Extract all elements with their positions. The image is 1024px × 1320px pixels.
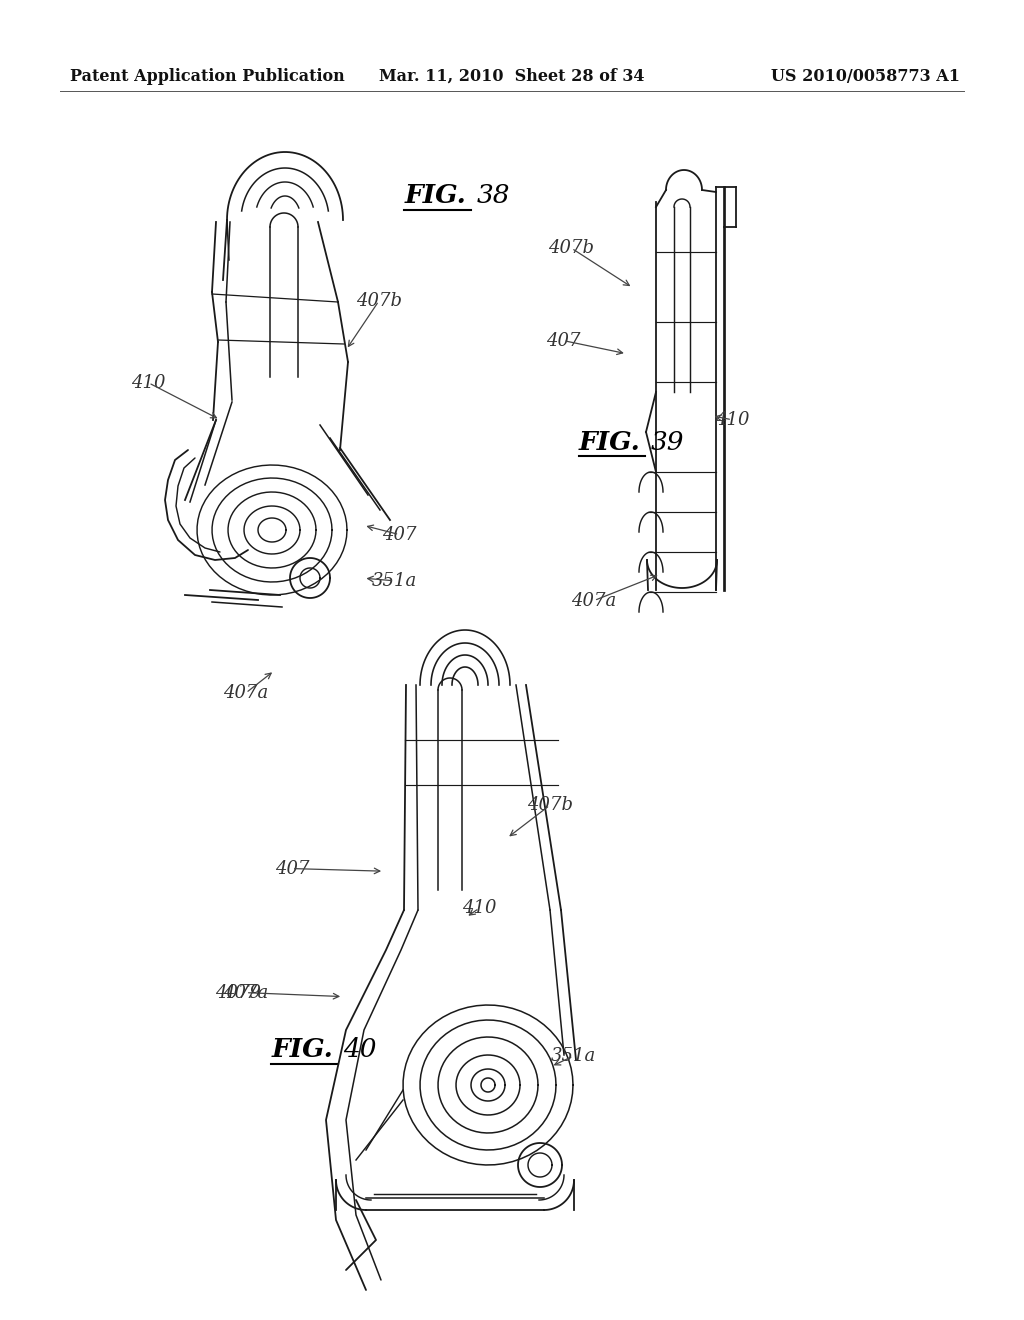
Text: FIG.: FIG. — [404, 183, 466, 207]
Text: 407b: 407b — [527, 796, 572, 814]
Text: 407a: 407a — [223, 983, 268, 1002]
Text: US 2010/0058773 A1: US 2010/0058773 A1 — [771, 69, 961, 84]
Text: 407: 407 — [382, 525, 417, 544]
Text: 4079: 4079 — [215, 983, 260, 1002]
Text: 351a: 351a — [551, 1047, 596, 1065]
Text: 410: 410 — [715, 411, 750, 429]
Text: 407a: 407a — [571, 591, 616, 610]
Text: Mar. 11, 2010  Sheet 28 of 34: Mar. 11, 2010 Sheet 28 of 34 — [379, 69, 645, 84]
Text: 351a: 351a — [372, 572, 417, 590]
Text: 410: 410 — [131, 374, 166, 392]
Text: FIG.: FIG. — [271, 1038, 333, 1061]
Text: 407: 407 — [546, 331, 581, 350]
Text: 39: 39 — [651, 430, 684, 454]
Text: 407b: 407b — [549, 239, 594, 257]
Text: 407b: 407b — [356, 292, 401, 310]
Text: 38: 38 — [477, 183, 510, 207]
Text: 410: 410 — [462, 899, 497, 917]
Text: 407: 407 — [274, 859, 309, 878]
Text: 407a: 407a — [223, 684, 268, 702]
Text: FIG.: FIG. — [579, 430, 640, 454]
Text: 40: 40 — [344, 1038, 377, 1061]
Text: Patent Application Publication: Patent Application Publication — [70, 69, 345, 84]
